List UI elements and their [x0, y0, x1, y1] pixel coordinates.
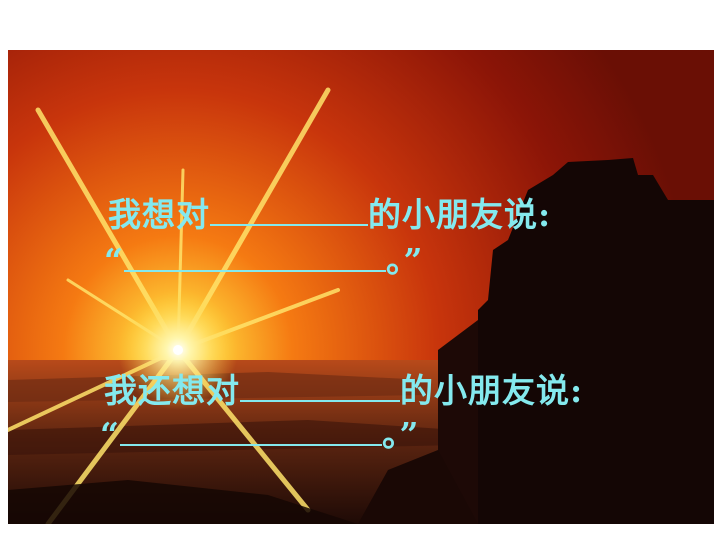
- prompt-line-2: 我还想对 的小朋友说:: [104, 374, 583, 407]
- close-quote-1: ”: [403, 241, 424, 280]
- prompt-1-suffix: 的小朋友说:: [368, 195, 552, 234]
- period-1: 。: [385, 241, 404, 280]
- prompt-2-suffix: 的小朋友说:: [400, 371, 584, 410]
- open-quote-2: “: [100, 415, 120, 454]
- open-quote-1: “: [104, 241, 124, 280]
- fill-in-blank-1[interactable]: [210, 198, 368, 226]
- fill-in-blank-2[interactable]: [123, 244, 386, 272]
- prompt-1-prefix: 我想对: [108, 195, 210, 234]
- prompt-2-prefix: 我还想对: [104, 371, 240, 410]
- fill-in-blank-4[interactable]: [119, 418, 382, 446]
- quote-line-2: “ 。”: [100, 418, 419, 451]
- period-2: 。: [381, 415, 400, 454]
- sunset-background-image: [8, 50, 714, 524]
- close-quote-2: ”: [399, 415, 420, 454]
- fill-in-blank-3[interactable]: [240, 374, 400, 402]
- sunset-photo-graphic: [8, 50, 714, 524]
- quote-line-1: “ 。”: [104, 244, 423, 277]
- prompt-line-1: 我想对 的小朋友说:: [108, 198, 551, 231]
